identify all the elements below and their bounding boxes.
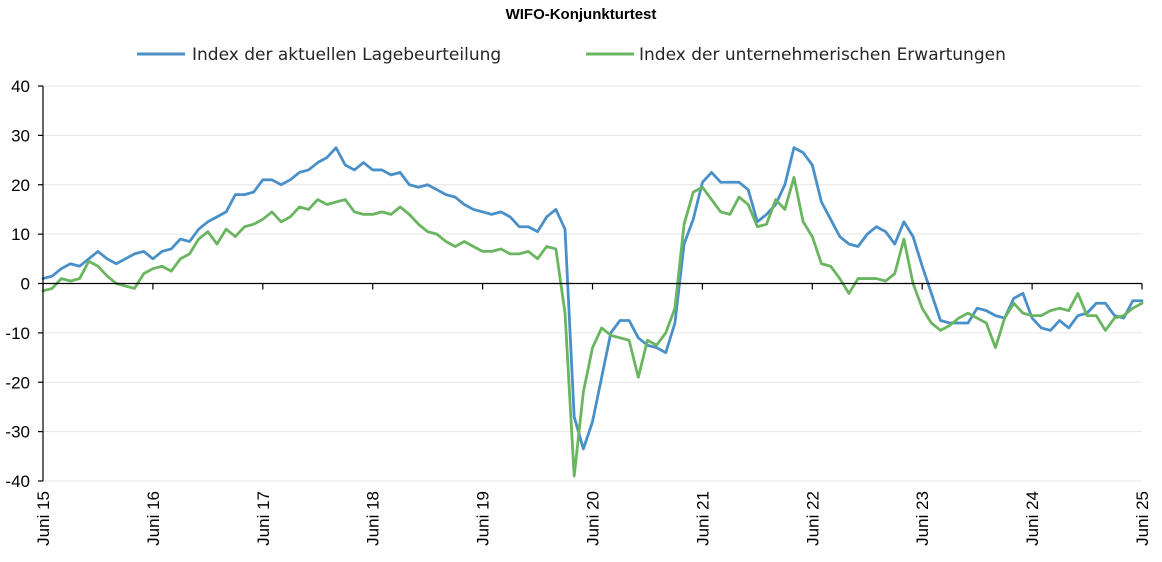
x-tick-label: Juni 20 — [584, 491, 603, 546]
x-tick-label: Juni 24 — [1023, 491, 1042, 546]
x-tick-label: Juni 15 — [34, 491, 53, 546]
series-line-2 — [41, 175, 1144, 478]
legend-label-2: Index der unternehmerischen Erwartungen — [639, 45, 1006, 65]
y-tick-label: 0 — [21, 275, 30, 294]
x-tick-label: Juni 19 — [474, 491, 493, 546]
y-tick-label: 30 — [11, 126, 30, 145]
series-layer — [41, 146, 1144, 478]
x-tick-label: Juni 23 — [913, 491, 932, 546]
x-tick-label: Juni 18 — [364, 491, 383, 546]
y-tick-label: -40 — [5, 472, 30, 491]
y-tick-label: -10 — [5, 324, 30, 343]
legend: Index der aktuellen Lagebeurteilung Index… — [137, 45, 1006, 65]
y-tick-label: 10 — [11, 225, 30, 244]
series-line-1 — [41, 146, 1144, 451]
y-tick-label: 40 — [11, 77, 30, 96]
y-axis-ticks: -40 -30 -20 -10 0 10 20 30 40 — [5, 77, 43, 491]
y-tick-label: 20 — [11, 176, 30, 195]
x-tick-label: Juni 21 — [693, 491, 712, 546]
gridlines — [43, 85, 1142, 482]
y-tick-label: -20 — [5, 373, 30, 392]
x-tick-label: Juni 17 — [254, 491, 273, 546]
y-tick-label: -30 — [5, 423, 30, 442]
x-axis-ticks: Juni 15 Juni 16 Juni 17 Juni 18 Juni 19 Juni … — [34, 283, 1152, 546]
legend-label-1: Index der aktuellen Lagebeurteilung — [192, 45, 501, 65]
chart-title: WIFO-Konjunkturtest — [506, 6, 657, 23]
x-tick-label: Juni 22 — [803, 491, 822, 546]
x-tick-label: Juni 16 — [144, 491, 163, 546]
x-tick-label: Juni 25 — [1133, 491, 1152, 546]
